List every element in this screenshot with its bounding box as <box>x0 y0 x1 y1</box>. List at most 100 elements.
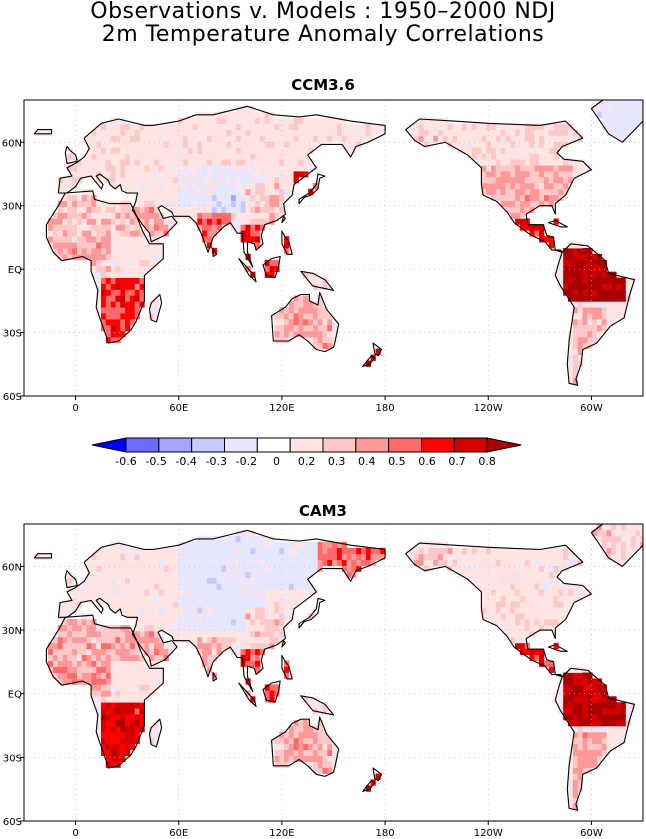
grid-cell <box>120 696 126 703</box>
grid-cell <box>264 218 270 225</box>
grid-cell <box>125 129 131 136</box>
grid-cell <box>596 283 603 290</box>
grid-cell <box>640 111 643 119</box>
grid-cell <box>255 595 261 602</box>
grid-cell <box>269 182 275 190</box>
grid-cell <box>519 607 526 614</box>
grid-cell <box>173 200 179 207</box>
grid-cell <box>375 773 381 780</box>
grid-cell <box>577 714 583 721</box>
grid-cell <box>471 135 477 142</box>
grid-cell <box>250 642 256 650</box>
grid-cell <box>351 123 357 130</box>
grid-cell <box>101 242 107 249</box>
grid-cell <box>264 200 270 207</box>
grid-cell <box>139 589 145 596</box>
grid-cell <box>62 182 68 190</box>
grid-cell <box>211 171 217 178</box>
grid-cell <box>582 336 588 344</box>
grid-cell <box>77 159 83 166</box>
grid-cell <box>568 336 574 344</box>
grid-cell <box>101 666 107 673</box>
grid-cell <box>245 601 251 608</box>
grid-cell <box>491 165 497 172</box>
grid-cell <box>182 177 189 184</box>
grid-cell <box>105 547 111 555</box>
grid-cell <box>519 212 526 219</box>
grid-cell <box>216 553 222 560</box>
grid-cell <box>515 565 521 572</box>
grid-cell <box>500 619 506 626</box>
grid-cell <box>519 182 526 190</box>
grid-cell <box>202 571 208 578</box>
grid-cell <box>486 182 492 190</box>
grid-cell <box>572 666 578 673</box>
grid-cell <box>250 607 256 614</box>
grid-cell <box>240 171 246 178</box>
grid-cell <box>529 159 535 166</box>
grid-cell <box>539 177 545 184</box>
grid-cell <box>62 218 68 225</box>
grid-cell <box>587 325 593 332</box>
grid-cell <box>120 230 126 237</box>
grid-cell <box>105 325 111 332</box>
grid-cell <box>279 336 285 344</box>
grid-cell <box>596 313 603 320</box>
grid-cell <box>491 595 497 602</box>
grid-cell <box>187 212 193 219</box>
grid-cell <box>500 559 506 566</box>
grid-cell <box>587 737 593 745</box>
grid-cell <box>120 301 126 308</box>
grid-cell <box>149 630 155 638</box>
grid-cell <box>346 123 352 130</box>
grid-cell <box>120 236 126 243</box>
grid-cell <box>250 218 256 225</box>
grid-cell <box>495 177 501 184</box>
grid-cell <box>491 613 497 620</box>
grid-cell <box>495 182 501 190</box>
grid-cell <box>125 153 131 160</box>
grid-cell <box>226 188 232 196</box>
grid-cell <box>110 690 116 697</box>
grid-cell <box>86 672 92 679</box>
grid-cell <box>308 541 314 549</box>
grid-cell <box>134 731 140 739</box>
grid-cell <box>235 147 241 154</box>
grid-cell <box>544 583 550 590</box>
grid-cell <box>216 595 222 602</box>
grid-cell <box>125 559 131 566</box>
grid-cell <box>592 307 598 314</box>
grid-cell <box>245 153 251 160</box>
grid-cell <box>264 642 270 650</box>
grid-cell <box>621 307 627 314</box>
grid-cell <box>62 188 68 196</box>
grid-cell <box>293 565 299 572</box>
grid-cell <box>630 547 636 555</box>
grid-cell <box>596 708 603 715</box>
grid-cell <box>62 654 68 661</box>
grid-cell <box>481 613 487 620</box>
grid-cell <box>125 726 131 733</box>
grid-cell <box>621 708 627 715</box>
grid-cell <box>539 625 545 632</box>
grid-cell <box>259 153 266 160</box>
grid-cell <box>72 630 78 638</box>
grid-cell <box>105 696 111 703</box>
grid-cell <box>346 135 352 142</box>
grid-cell <box>524 206 530 213</box>
grid-cell <box>120 307 126 314</box>
colorbar-bin <box>388 437 422 453</box>
grid-cell <box>298 737 304 745</box>
grid-cell <box>596 702 603 709</box>
grid-cell <box>568 702 574 709</box>
grid-cell <box>288 577 294 584</box>
grid-cell <box>255 577 261 584</box>
grid-cell <box>125 589 131 596</box>
grid-cell <box>240 630 246 638</box>
grid-cell <box>327 761 333 768</box>
grid-cell <box>491 194 497 201</box>
grid-cell <box>77 589 83 596</box>
grid-cell <box>519 648 526 655</box>
grid-cell <box>510 159 516 166</box>
grid-cell <box>144 583 150 590</box>
